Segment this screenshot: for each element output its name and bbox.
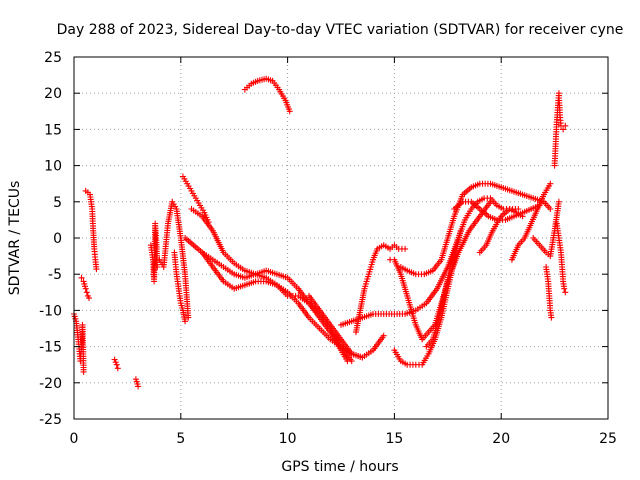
data-point-markers xyxy=(179,173,212,226)
y-tick-label: 25 xyxy=(44,50,62,66)
data-point-markers xyxy=(508,180,554,263)
data-point-markers xyxy=(171,249,189,325)
series-arc-y xyxy=(543,264,555,321)
x-axis: 0 5 10 15 20 25 xyxy=(70,57,617,447)
y-tick-label: 0 xyxy=(53,231,62,247)
y-axis: -25 -20 -15 -10 -5 0 5 10 15 20 25 xyxy=(39,50,608,428)
y-tick-label: -20 xyxy=(39,376,62,392)
series-arc-c xyxy=(82,187,100,273)
data-point-markers xyxy=(543,264,555,321)
y-tick-label: 10 xyxy=(44,159,62,175)
series-arc-e xyxy=(132,376,142,390)
series-arc-f xyxy=(147,220,161,285)
data-point-markers xyxy=(147,220,161,285)
data-point-markers xyxy=(82,187,100,273)
y-tick-label: 5 xyxy=(53,195,62,211)
x-tick-label: 5 xyxy=(176,431,185,447)
series-arc-d xyxy=(111,356,121,372)
x-tick-label: 0 xyxy=(70,431,79,447)
x-tick-label: 20 xyxy=(492,431,510,447)
series-arc-h xyxy=(171,249,189,325)
x-axis-label: GPS time / hours xyxy=(281,459,398,475)
y-axis-label: SDTVAR / TECUs xyxy=(7,181,23,296)
series-arc-l xyxy=(199,249,366,361)
data-point-markers xyxy=(306,292,387,361)
data-marks xyxy=(71,75,569,390)
data-point-markers xyxy=(199,249,366,361)
series-arc-p xyxy=(353,242,409,336)
x-tick-label: 10 xyxy=(279,431,297,447)
x-tick-label: 25 xyxy=(599,431,617,447)
data-point-markers xyxy=(156,198,192,321)
series-arc-t xyxy=(423,195,526,350)
series-arc-a xyxy=(71,311,87,375)
data-point-markers xyxy=(111,356,121,372)
x-tick-label: 15 xyxy=(385,431,403,447)
series-arc-m xyxy=(241,75,293,115)
data-point-markers xyxy=(423,195,526,350)
series-arc-n xyxy=(306,292,387,361)
data-point-markers xyxy=(182,235,351,365)
series-arc-r xyxy=(397,180,554,278)
series-arc-aa xyxy=(553,220,569,296)
series-arc-v xyxy=(476,206,522,256)
series-arc-z xyxy=(551,90,569,169)
y-tick-label: -25 xyxy=(39,412,62,428)
series-arc-j xyxy=(182,235,351,365)
chart-title: Day 288 of 2023, Sidereal Day-to-day VTE… xyxy=(57,22,624,38)
y-tick-label: -5 xyxy=(48,267,62,283)
y-tick-label: -10 xyxy=(39,303,62,319)
y-tick-label: 20 xyxy=(44,86,62,102)
data-point-markers xyxy=(78,274,92,302)
series-arc-g xyxy=(156,198,192,321)
series-arc-i xyxy=(179,173,212,226)
y-tick-label: 15 xyxy=(44,122,62,138)
data-point-markers xyxy=(397,180,554,278)
series-arc-w xyxy=(508,180,554,263)
data-point-markers xyxy=(553,220,569,296)
data-point-markers xyxy=(241,75,293,115)
data-point-markers xyxy=(71,311,87,375)
data-point-markers xyxy=(551,90,569,169)
data-point-markers xyxy=(476,206,522,256)
series-arc-b xyxy=(78,274,92,302)
data-point-markers xyxy=(353,242,409,336)
grid xyxy=(74,57,608,419)
data-point-markers xyxy=(132,376,142,390)
y-tick-label: -15 xyxy=(39,340,62,356)
